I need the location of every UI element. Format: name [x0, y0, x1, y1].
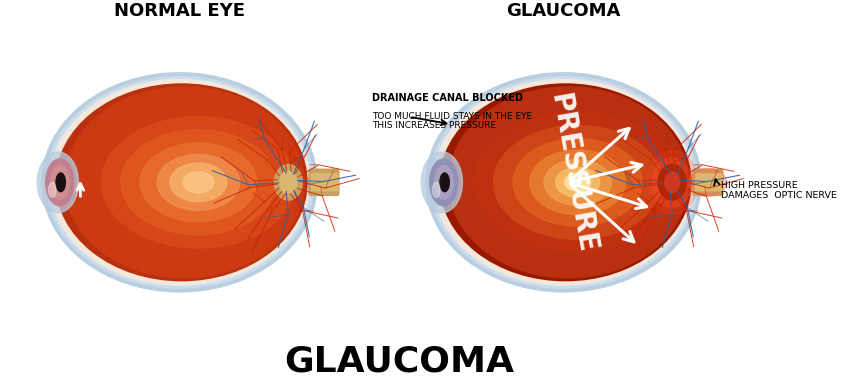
Ellipse shape — [658, 165, 686, 200]
Text: GLAUCOMA: GLAUCOMA — [285, 344, 515, 378]
Text: DRAINAGE CANAL BLOCKED: DRAINAGE CANAL BLOCKED — [371, 93, 523, 103]
Ellipse shape — [665, 172, 680, 193]
Ellipse shape — [121, 130, 276, 235]
Ellipse shape — [434, 80, 693, 285]
Ellipse shape — [556, 167, 599, 197]
Ellipse shape — [46, 159, 74, 206]
Ellipse shape — [275, 165, 303, 200]
Ellipse shape — [65, 87, 304, 278]
Text: DAMAGES  OPTIC NERVE: DAMAGES OPTIC NERVE — [721, 191, 836, 200]
Ellipse shape — [50, 80, 309, 285]
Text: THIS INCREASES PRESSURE: THIS INCREASES PRESSURE — [371, 121, 496, 129]
Ellipse shape — [101, 117, 295, 248]
Ellipse shape — [429, 76, 698, 288]
Text: NORMAL EYE: NORMAL EYE — [114, 2, 245, 20]
Ellipse shape — [647, 150, 698, 214]
Ellipse shape — [140, 143, 257, 222]
Ellipse shape — [49, 79, 310, 285]
Ellipse shape — [544, 160, 611, 205]
Ellipse shape — [422, 152, 462, 213]
Ellipse shape — [494, 125, 661, 239]
Ellipse shape — [183, 172, 214, 193]
Ellipse shape — [170, 163, 227, 202]
Ellipse shape — [433, 182, 440, 197]
Ellipse shape — [433, 79, 694, 285]
Text: GLAUCOMA: GLAUCOMA — [507, 2, 620, 20]
Ellipse shape — [440, 173, 450, 192]
Text: PRESSURE: PRESSURE — [545, 91, 601, 255]
Ellipse shape — [48, 182, 56, 197]
Ellipse shape — [37, 152, 78, 213]
Ellipse shape — [50, 165, 69, 199]
Ellipse shape — [449, 87, 688, 278]
Ellipse shape — [564, 173, 591, 191]
Ellipse shape — [658, 165, 686, 200]
Ellipse shape — [429, 159, 458, 206]
FancyBboxPatch shape — [312, 174, 338, 191]
Ellipse shape — [71, 159, 292, 195]
Ellipse shape — [456, 159, 675, 195]
Ellipse shape — [530, 150, 626, 215]
Ellipse shape — [689, 168, 727, 196]
Ellipse shape — [474, 112, 681, 253]
FancyBboxPatch shape — [309, 169, 339, 196]
Ellipse shape — [42, 73, 317, 292]
FancyBboxPatch shape — [695, 174, 722, 191]
Ellipse shape — [426, 73, 701, 292]
Ellipse shape — [653, 157, 692, 207]
Text: HIGH PRESSURE: HIGH PRESSURE — [721, 181, 797, 190]
Ellipse shape — [513, 139, 643, 226]
Ellipse shape — [56, 173, 65, 192]
FancyBboxPatch shape — [693, 169, 722, 196]
Ellipse shape — [46, 76, 314, 288]
Ellipse shape — [56, 84, 307, 281]
Ellipse shape — [157, 154, 240, 210]
Ellipse shape — [280, 171, 297, 194]
Ellipse shape — [440, 84, 691, 281]
Text: TOO MUCH FLUID STAYS IN THE EYE: TOO MUCH FLUID STAYS IN THE EYE — [371, 112, 532, 121]
Ellipse shape — [434, 165, 453, 199]
